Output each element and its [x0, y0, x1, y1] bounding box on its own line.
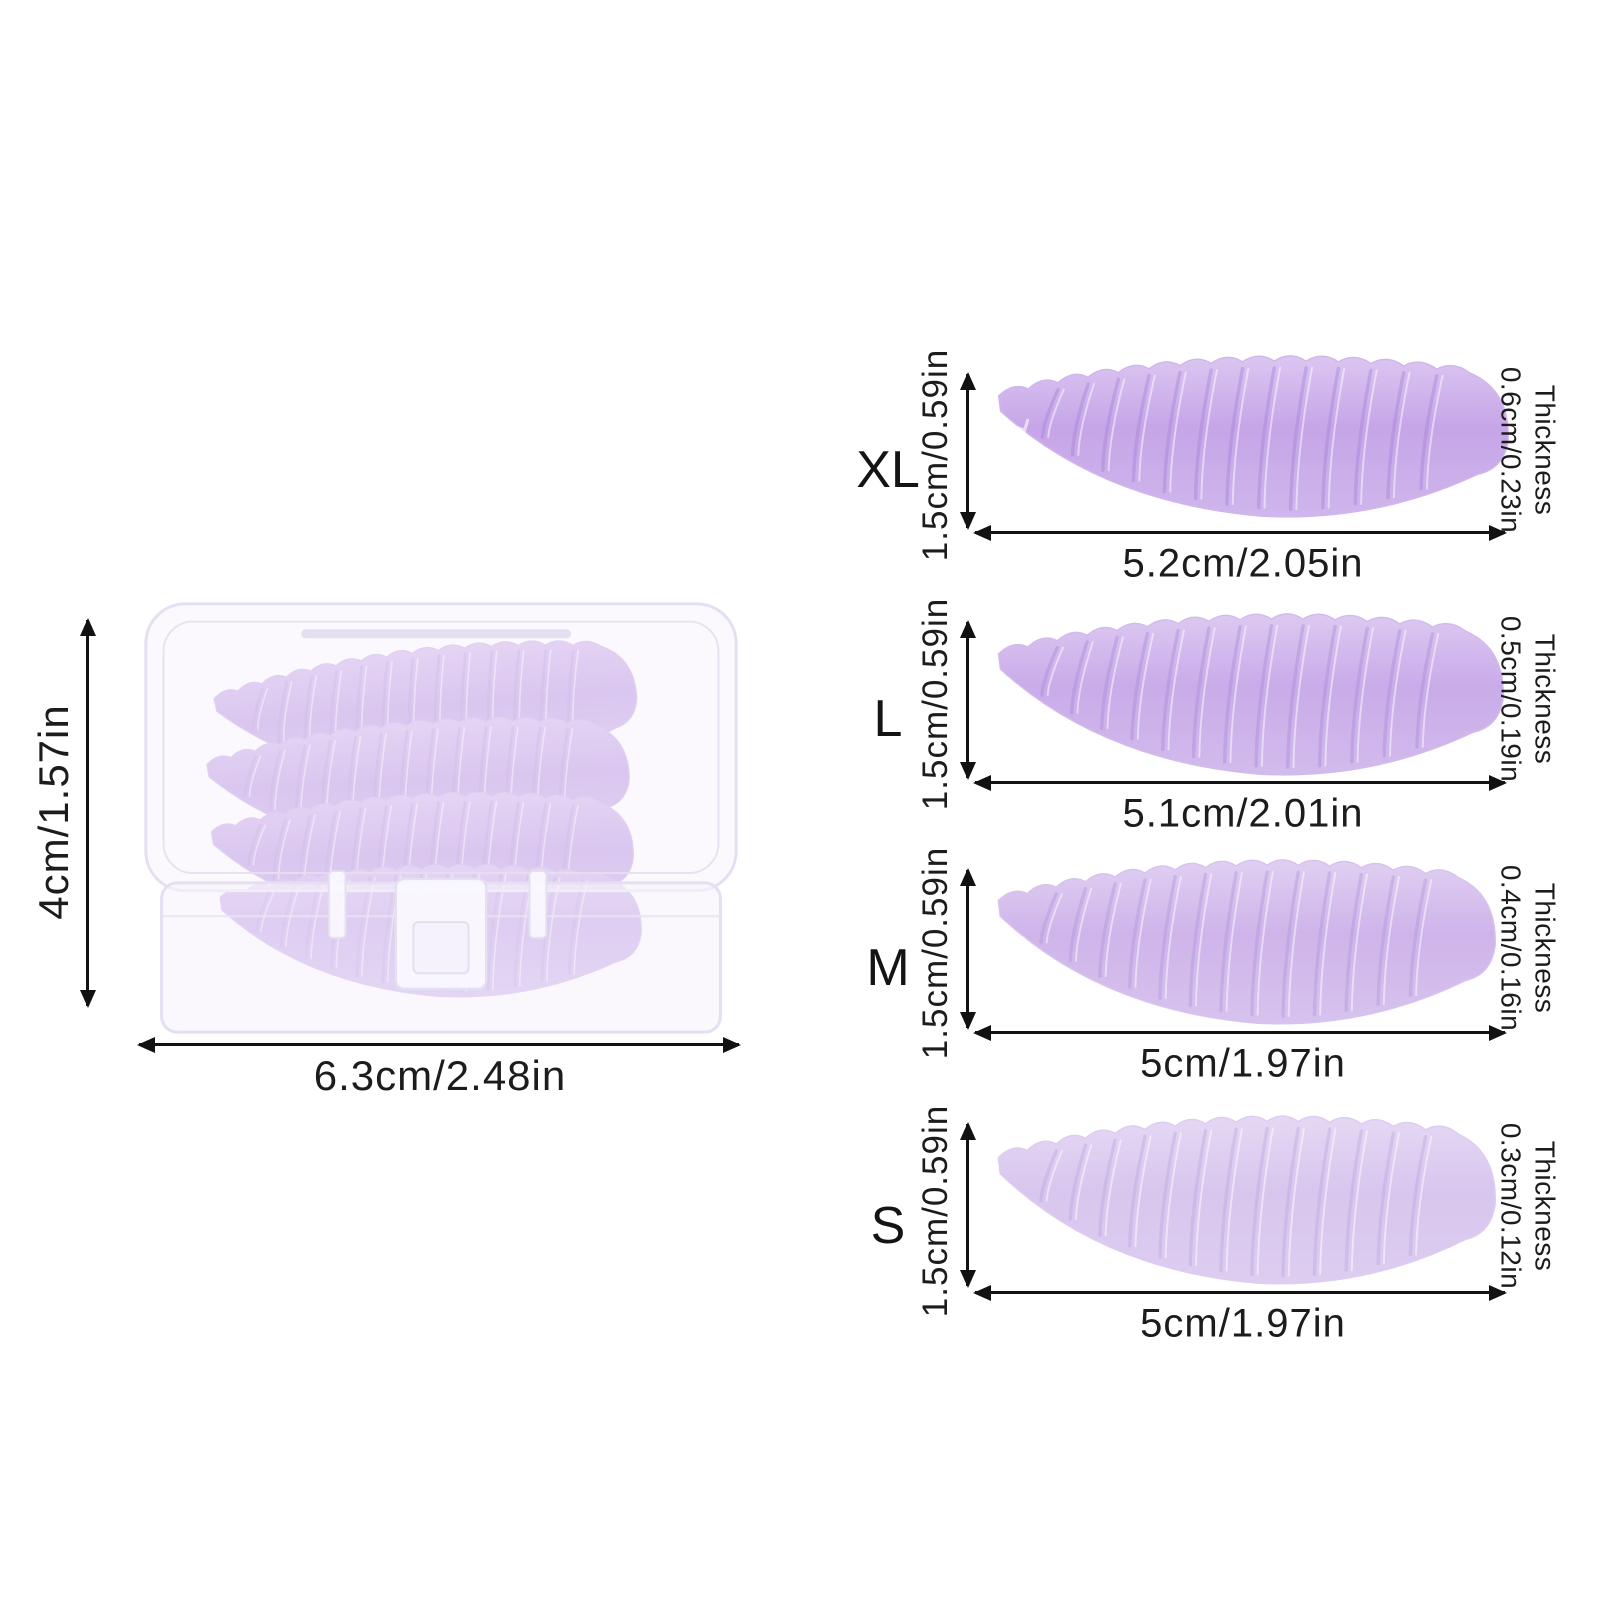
pad-thickness-label: Thickness 0.5cm/0.19in — [1494, 616, 1561, 782]
pad-width-label: 5cm/1.97in — [1140, 1041, 1346, 1086]
lash-pad-illustration-xl: XL — [997, 355, 1509, 518]
size-label-s: S — [870, 1197, 906, 1255]
pad-height-label: 1.5cm/0.59in — [916, 348, 955, 562]
thickness-title: Thickness — [1529, 633, 1561, 765]
pad-height-dimension-arrow — [966, 622, 969, 778]
size-label-l: L — [873, 690, 903, 748]
pad-width-label: 5.1cm/2.01in — [1122, 791, 1364, 836]
thickness-value: 0.6cm/0.23in — [1496, 366, 1527, 534]
thickness-value: 0.3cm/0.12in — [1496, 1122, 1527, 1290]
lash-pad-illustration-l: L — [997, 613, 1504, 776]
pad-height-dimension-arrow — [966, 374, 969, 528]
thickness-title: Thickness — [1529, 1140, 1561, 1272]
pad-width-label: 5.2cm/2.05in — [1122, 541, 1364, 586]
pad-height-dimension-arrow — [966, 870, 969, 1028]
pad-width-dimension-arrow — [975, 781, 1505, 784]
pad-thickness-label: Thickness 0.6cm/0.23in — [1494, 367, 1561, 533]
pad-thickness-label: Thickness 0.4cm/0.16in — [1494, 865, 1561, 1031]
box-height-label: 4cm/1.57in — [30, 704, 77, 920]
thickness-value: 0.5cm/0.19in — [1496, 615, 1527, 783]
size-label-m: M — [866, 939, 910, 997]
pad-width-dimension-arrow — [975, 531, 1505, 534]
box-width-dimension-arrow — [139, 1043, 739, 1046]
pad-height-label: 1.5cm/0.59in — [916, 846, 955, 1060]
pad-height-dimension-arrow — [966, 1124, 969, 1286]
lash-pad-illustration-s: S — [996, 1115, 1496, 1285]
size-label-xl: XL — [856, 441, 920, 499]
lash-pad-illustration-m: M — [996, 859, 1496, 1025]
pad-width-label: 5cm/1.97in — [1140, 1301, 1346, 1346]
box-height-dimension-arrow — [86, 620, 89, 1006]
thickness-value: 0.4cm/0.16in — [1496, 864, 1527, 1032]
thickness-title: Thickness — [1529, 882, 1561, 1014]
pad-width-dimension-arrow — [975, 1291, 1505, 1294]
storage-box-illustration — [144, 602, 738, 1034]
pad-height-label: 1.5cm/0.59in — [916, 1104, 955, 1318]
box-width-label: 6.3cm/2.48in — [313, 1052, 567, 1099]
pad-thickness-label: Thickness 0.3cm/0.12in — [1494, 1123, 1561, 1289]
svg-text:L: L — [997, 687, 1031, 711]
thickness-title: Thickness — [1529, 384, 1561, 516]
pad-width-dimension-arrow — [975, 1031, 1505, 1034]
pad-height-label: 1.5cm/0.59in — [916, 597, 955, 811]
